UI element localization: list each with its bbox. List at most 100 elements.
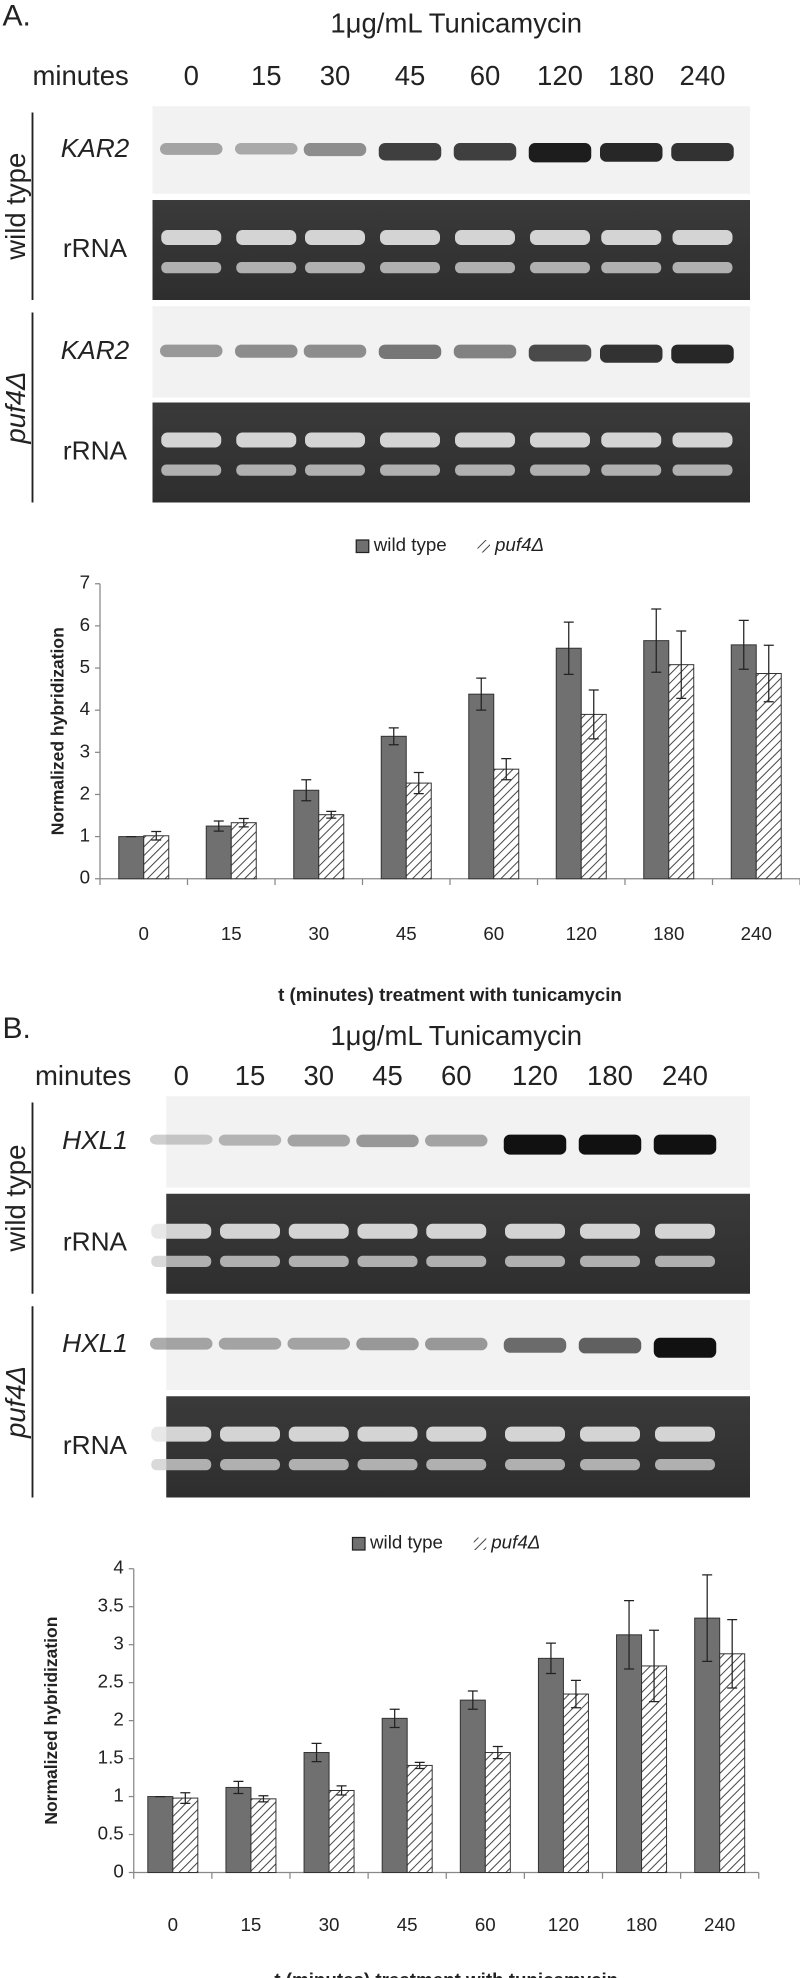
rrna-band: [161, 432, 222, 448]
hybridization-band: [453, 344, 517, 359]
rrna-band: [655, 1255, 715, 1267]
rrna-band: [151, 1459, 212, 1471]
bar: [225, 1786, 252, 1873]
hybridization-band: [528, 344, 592, 362]
error-bar: [476, 677, 487, 711]
rrna-band: [220, 1459, 280, 1471]
rrna-band: [151, 1255, 212, 1267]
loading-label: rRNA: [63, 1227, 128, 1257]
rrna-band: [305, 262, 365, 274]
legend-swatch: [477, 540, 490, 553]
rrna-band: [505, 1255, 565, 1267]
error-bar: [501, 758, 512, 781]
hybridization-band: [235, 344, 298, 358]
error-bar: [326, 810, 337, 819]
error-bar: [727, 1618, 738, 1689]
legend-swatch: [473, 1537, 487, 1550]
rrna-band: [530, 262, 590, 274]
rrna-band: [161, 230, 222, 245]
y-tick-label: 4: [80, 698, 90, 719]
error-bar: [151, 830, 162, 841]
rrna-band: [601, 432, 662, 448]
rrna-band: [151, 1223, 212, 1239]
hybridization-band: [578, 1337, 642, 1354]
rrna-band: [288, 1223, 349, 1239]
hybridization-band: [303, 143, 367, 157]
hybridization-band: [653, 1134, 717, 1155]
lane-label: 120: [512, 1060, 558, 1091]
loading-label: rRNA: [63, 233, 128, 263]
rrna-band: [305, 464, 365, 476]
time-label: minutes: [35, 1060, 131, 1091]
rrna-band: [505, 1223, 565, 1239]
legend-label: puf4Δ: [494, 534, 544, 555]
error-bar: [467, 1690, 478, 1710]
rrna-band: [530, 464, 590, 476]
hybridization-band: [528, 143, 592, 163]
y-tick-label: 1.5: [98, 1747, 124, 1768]
y-tick-label: 2: [80, 782, 90, 803]
bar: [381, 1717, 408, 1873]
bar: [293, 789, 320, 880]
rrna-band: [305, 432, 365, 448]
hybridization-band: [425, 1134, 488, 1147]
bar: [405, 782, 432, 880]
hybridization-band: [378, 143, 442, 161]
error-bar: [414, 1761, 425, 1770]
rrna-band: [672, 230, 733, 245]
lane-label: 0: [174, 1060, 189, 1091]
legend-swatch: [355, 539, 370, 554]
gel-image: [152, 200, 750, 300]
error-bar: [651, 608, 662, 673]
rrna-band: [601, 464, 662, 476]
rrna-band: [655, 1223, 715, 1239]
rrna-band: [655, 1426, 715, 1442]
y-tick-label: 0: [113, 1860, 123, 1881]
hybridization-band: [160, 143, 223, 155]
rrna-band: [380, 230, 440, 245]
x-tick-label: 0: [139, 923, 149, 944]
lane-label: 30: [320, 60, 351, 91]
bar: [459, 1699, 486, 1874]
error-bar: [389, 1708, 400, 1729]
x-tick-label: 30: [308, 923, 329, 944]
rrna-band: [426, 1255, 487, 1267]
error-bar: [336, 1785, 347, 1796]
bar: [143, 835, 170, 880]
rrna-band: [357, 1426, 418, 1442]
panel-label: A.: [3, 0, 31, 32]
bar: [668, 664, 695, 880]
y-tick-label: 0.5: [98, 1822, 124, 1843]
rrna-band: [655, 1459, 715, 1471]
error-bar: [545, 1642, 556, 1675]
x-tick-label: 15: [221, 923, 242, 944]
x-axis-title: t (minutes) treatment with tunicamycin: [278, 984, 622, 1005]
x-tick-label: 240: [741, 923, 772, 944]
treatment-label: 1μg/mL Tunicamycin: [330, 7, 582, 38]
blot-image: [166, 1096, 750, 1188]
rrna-band: [580, 1255, 640, 1267]
error-bar: [388, 727, 399, 746]
error-bar: [311, 1742, 322, 1763]
rrna-band: [220, 1255, 280, 1267]
rrna-band: [357, 1255, 418, 1267]
rrna-band: [505, 1459, 565, 1471]
lane-label: 45: [372, 1060, 403, 1091]
x-tick-label: 180: [626, 1914, 657, 1935]
bar: [328, 1789, 355, 1873]
rrna-band: [672, 432, 733, 448]
bar: [562, 1693, 589, 1874]
rrna-band: [530, 230, 590, 245]
bar: [755, 673, 782, 880]
y-tick-label: 2: [113, 1709, 123, 1730]
hybridization-band: [218, 1134, 282, 1146]
error-bar: [738, 619, 749, 670]
gel-image: [166, 1396, 750, 1498]
blot-image: [166, 1300, 750, 1390]
y-tick-label: 5: [80, 656, 90, 677]
y-tick-label: 0: [80, 867, 90, 888]
error-bar: [301, 779, 312, 802]
bar: [719, 1653, 746, 1874]
y-tick-label: 4: [113, 1557, 123, 1578]
bar: [318, 814, 345, 880]
